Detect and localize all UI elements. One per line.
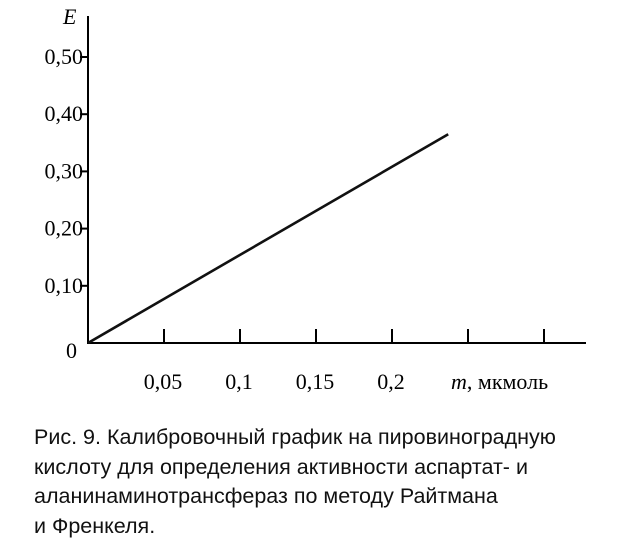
x-axis-variable: m — [451, 369, 467, 394]
x-tick-label: 0,1 — [225, 369, 253, 394]
chart-marks: 0,05 0,1 0,15 0,2 0,10 0,20 0,30 0,40 0,50 — [45, 44, 545, 394]
y-tick-label: 0,10 — [45, 273, 84, 298]
caption-line: и Френкеля. — [34, 513, 156, 538]
caption-line: аланинаминотрансфераз по методу Райтмана — [34, 484, 498, 508]
x-tick-label: 0,05 — [144, 369, 183, 394]
x-axis-unit: , мкмоль — [467, 369, 548, 394]
origin-label: 0 — [66, 338, 77, 363]
x-tick-label: 0,2 — [377, 369, 405, 394]
y-tick-label: 0,20 — [45, 216, 84, 241]
y-tick-label: 0,40 — [45, 101, 84, 126]
calibration-line — [87, 133, 449, 345]
figure-caption: Рис. 9. Калибровочный график на пировино… — [34, 423, 634, 541]
caption-line: кислоту для определения активности аспар… — [34, 454, 528, 479]
calibration-chart: E 0 m, мкмоль 0,05 0,1 0,15 0,2 0,10 0,20 0,30… — [45, 4, 586, 394]
caption-line: Рис. 9. Калибровочный график на пировино… — [34, 425, 556, 449]
y-tick-label: 0,30 — [45, 158, 84, 183]
y-tick-label: 0,50 — [45, 44, 84, 69]
x-tick-label: 0,15 — [296, 369, 335, 394]
y-axis-label: E — [62, 4, 77, 29]
x-axis-label: m, мкмоль — [451, 369, 548, 394]
